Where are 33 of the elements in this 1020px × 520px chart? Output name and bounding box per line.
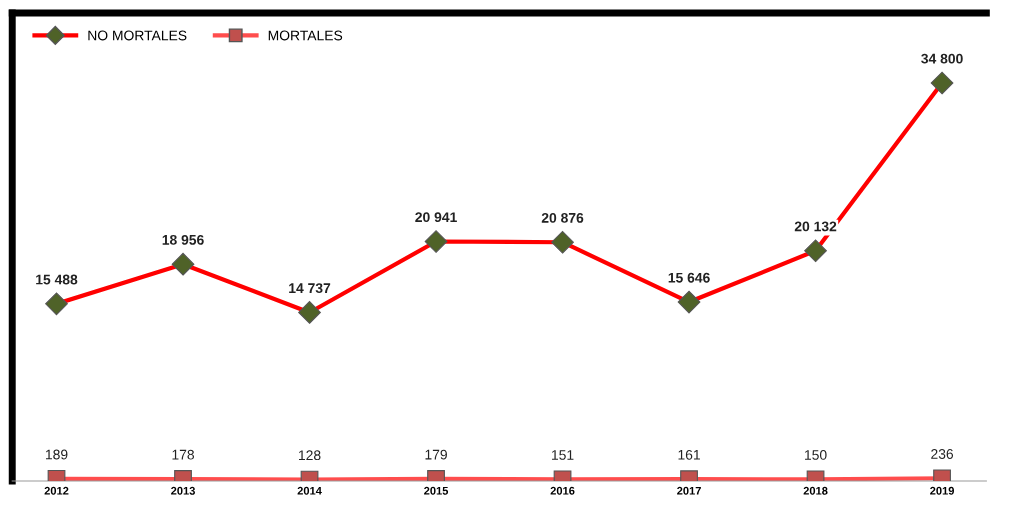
data-label: 128 bbox=[299, 450, 321, 461]
point bbox=[424, 230, 448, 253]
data-label: 179 bbox=[425, 449, 447, 460]
data-label: 189 bbox=[45, 449, 68, 460]
data-label: 20 876 bbox=[541, 212, 584, 223]
point bbox=[45, 292, 68, 316]
data-label: 20 132 bbox=[794, 221, 837, 232]
x-tick-label: 2016 bbox=[550, 486, 575, 495]
data-label: 34 800 bbox=[921, 53, 963, 64]
data-label: 236 bbox=[931, 449, 954, 459]
data-label: 15 646 bbox=[668, 272, 710, 283]
data-label: 15 488 bbox=[36, 274, 78, 285]
data-label: 14 737 bbox=[289, 283, 331, 294]
data-label: 178 bbox=[172, 449, 195, 460]
data-label: 161 bbox=[678, 449, 700, 460]
point bbox=[171, 252, 195, 276]
x-tick-label: 2015 bbox=[424, 486, 449, 495]
data-label: 151 bbox=[552, 450, 574, 460]
point bbox=[551, 230, 574, 254]
data-label: 150 bbox=[805, 450, 827, 460]
legend-label: NO MORTALES bbox=[88, 30, 187, 41]
x-tick-label: 2019 bbox=[930, 486, 955, 495]
data-label: 20 941 bbox=[415, 212, 457, 223]
x-tick-label: 2017 bbox=[677, 486, 701, 495]
x-tick-label: 2018 bbox=[803, 486, 828, 495]
point bbox=[298, 301, 321, 324]
x-tick-label: 2014 bbox=[297, 486, 322, 495]
legend-label: MORTALES bbox=[268, 30, 343, 41]
point bbox=[677, 290, 701, 314]
x-tick-label: 2012 bbox=[44, 486, 69, 495]
data-label: 18 956 bbox=[162, 234, 204, 245]
x-tick-label: 2013 bbox=[171, 486, 195, 495]
point bbox=[804, 239, 827, 263]
